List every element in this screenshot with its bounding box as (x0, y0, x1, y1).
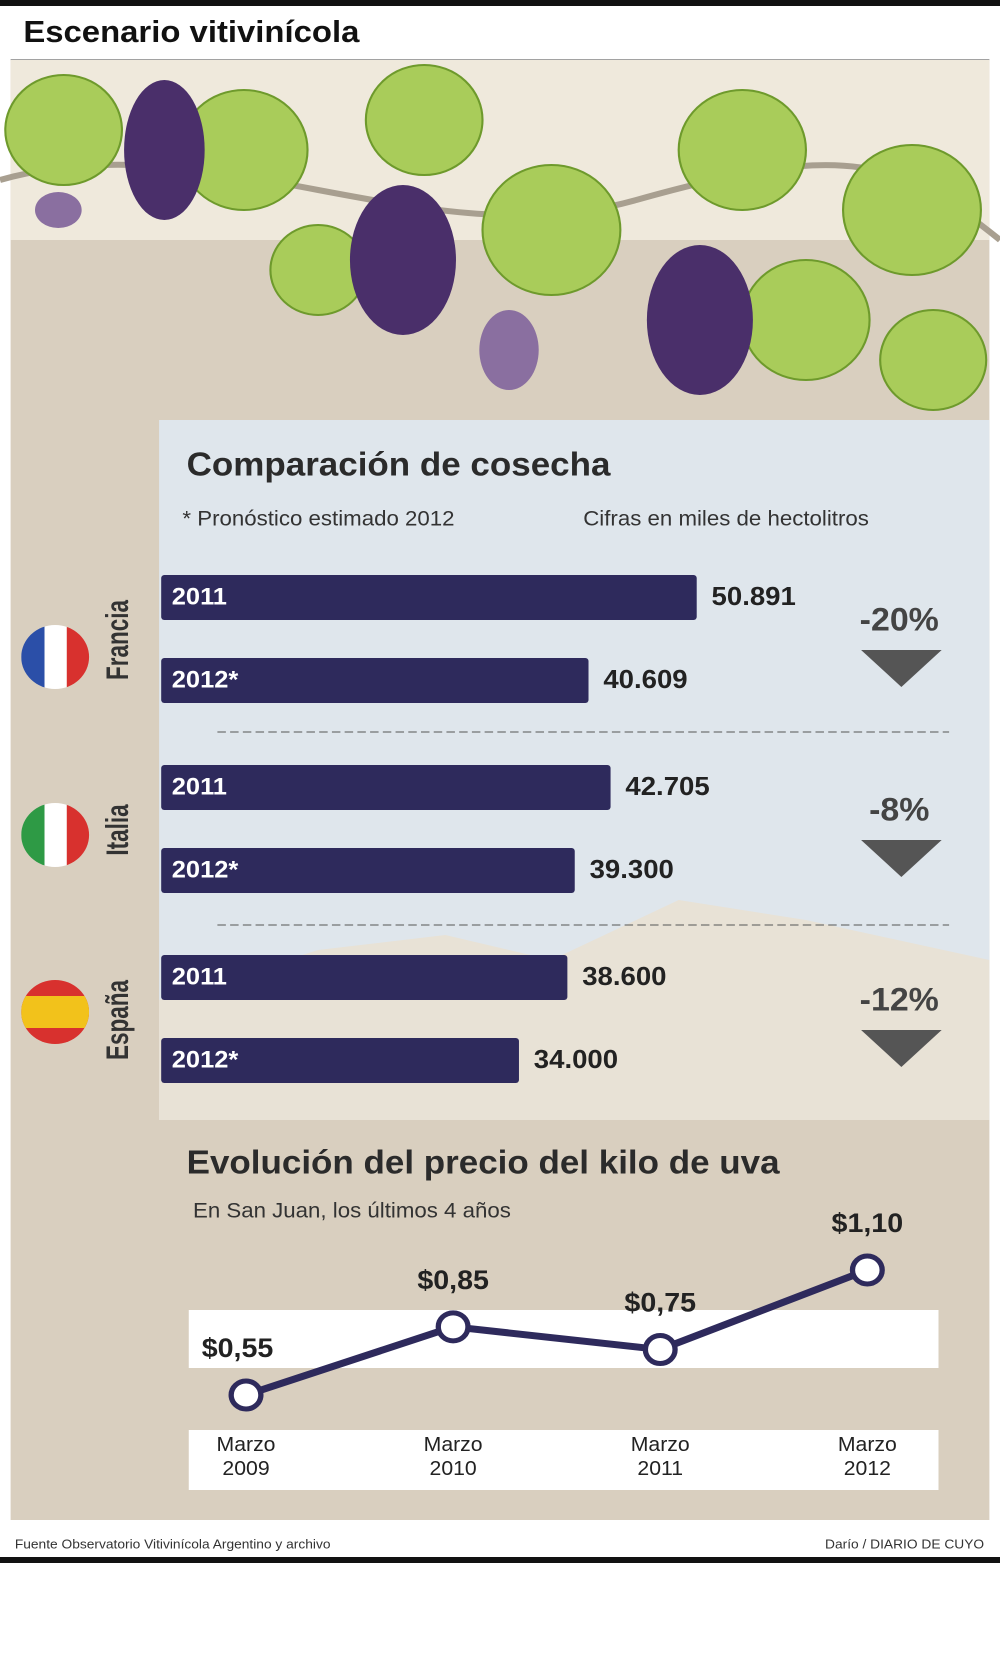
bar-series-label: 2011 (172, 964, 227, 990)
price-point (435, 1310, 471, 1344)
price-point (642, 1333, 678, 1367)
value-label: 42.705 (625, 772, 709, 801)
line-chart-title: Evolución del precio del kilo de uva (187, 1145, 781, 1182)
change-arrow (861, 650, 942, 687)
x-tick-label: Marzo 2011 (630, 1434, 690, 1480)
bar-note: * Pronóstico estimado 2012 (182, 506, 454, 530)
bar-chart-title: Comparación de cosecha (187, 447, 612, 484)
price-label: $0,75 (624, 1287, 696, 1317)
change-arrow (861, 1030, 942, 1067)
bar-units: Cifras en miles de hectolitros (583, 506, 869, 530)
source: Fuente Observatorio Vitivinícola Argenti… (15, 1537, 331, 1552)
bar-series-label: 2011 (172, 774, 227, 800)
change-arrow (861, 840, 942, 877)
value-label: 39.300 (590, 855, 674, 884)
bar-series-label: 2012* (172, 857, 239, 883)
x-tick-label: Marzo 2012 (837, 1434, 897, 1480)
change-label: -8% (869, 791, 929, 827)
price-point (228, 1378, 264, 1412)
x-tick-label: Marzo 2010 (423, 1434, 483, 1480)
bar-series-label: 2011 (172, 584, 227, 610)
x-label-box: Marzo 2012 (837, 1434, 897, 1480)
country-label: Francia (99, 599, 135, 680)
bar (161, 848, 575, 893)
credit: Darío / DIARIO DE CUYO (825, 1537, 984, 1552)
bar (161, 658, 589, 703)
bottom-rule (0, 1557, 1000, 1563)
bar-series-label: 2012* (172, 667, 239, 693)
vine-decoration (0, 60, 1000, 411)
bar (161, 575, 697, 620)
top-rule (0, 0, 1000, 6)
bar (161, 1038, 519, 1083)
line-subtitle: En San Juan, los últimos 4 años (193, 1198, 511, 1222)
bar-series-label: 2012* (172, 1047, 239, 1073)
bar (161, 765, 611, 810)
bar (161, 955, 568, 1000)
flag-spain (21, 980, 90, 1044)
value-label: 40.609 (603, 665, 687, 694)
country-label: España (99, 979, 135, 1060)
price-label: $0,85 (417, 1265, 489, 1295)
x-label-box: Marzo 2010 (423, 1434, 483, 1480)
footer-bg (0, 1520, 1000, 1663)
x-label-box: Marzo 2011 (630, 1434, 690, 1480)
flag-italy (21, 803, 90, 867)
x-tick-label: Marzo 2009 (216, 1434, 276, 1480)
country-label: Italia (99, 804, 135, 856)
page-title: Escenario vitivinícola (23, 14, 359, 49)
x-label-box: Marzo 2009 (216, 1434, 276, 1480)
change-label: -20% (860, 601, 939, 637)
flag-france (21, 625, 90, 689)
price-label: $0,55 (202, 1333, 274, 1363)
label-band (188, 1430, 939, 1490)
price-label: $1,10 (832, 1208, 904, 1238)
value-label: 34.000 (534, 1045, 618, 1074)
price-line (244, 1266, 869, 1399)
price-point (849, 1253, 885, 1287)
value-label: 38.600 (582, 962, 666, 991)
change-label: -12% (860, 981, 939, 1017)
value-label: 50.891 (712, 582, 796, 611)
